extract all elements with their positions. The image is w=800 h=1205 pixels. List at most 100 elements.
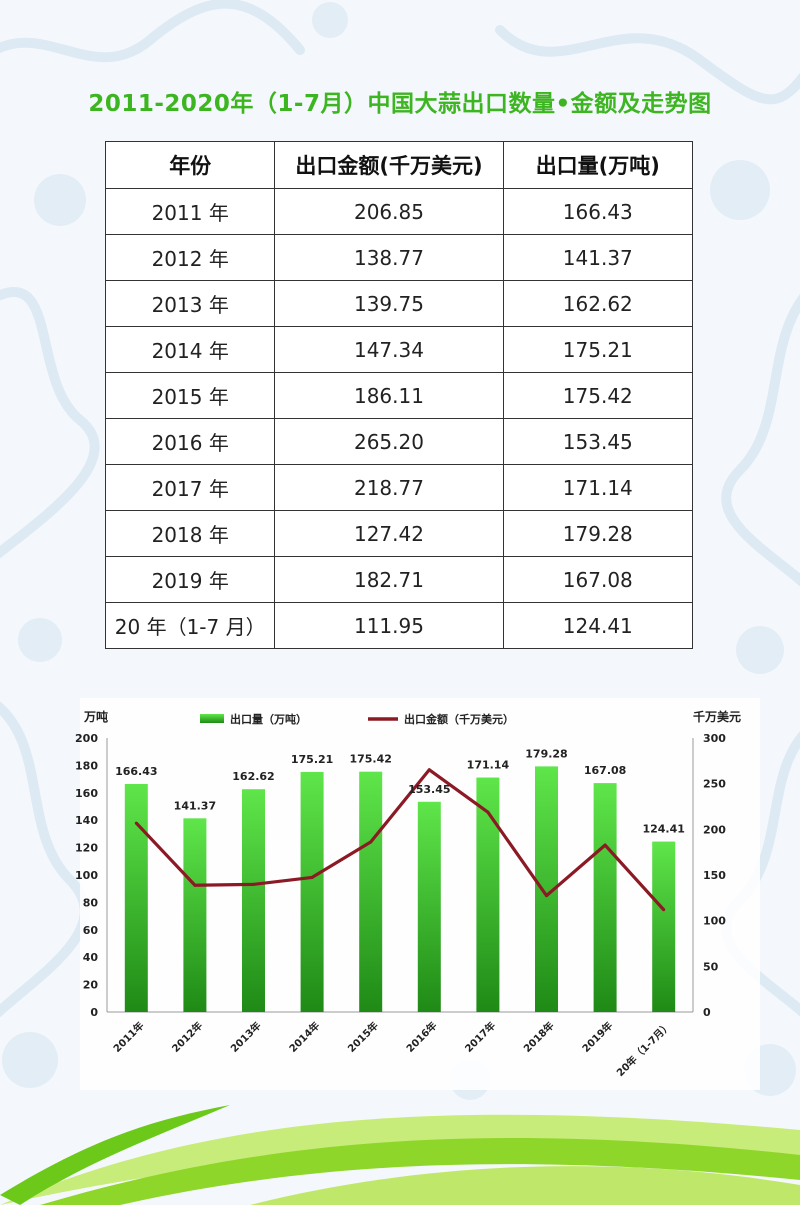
bar-data-label: 162.62 xyxy=(232,770,274,783)
table-row: 2011 年 206.85 166.43 xyxy=(104,188,694,235)
cell-year: 2016 年 xyxy=(104,418,276,465)
bar-data-label: 175.42 xyxy=(349,753,391,766)
table-row: 2012 年 138.77 141.37 xyxy=(104,234,694,281)
left-tick-label: 60 xyxy=(83,924,99,937)
cell-year: 2017 年 xyxy=(104,464,276,511)
bar xyxy=(535,766,558,1012)
line-point xyxy=(310,875,314,879)
left-tick-label: 200 xyxy=(75,732,98,745)
bar xyxy=(242,789,265,1012)
cell-amount: 265.20 xyxy=(274,418,504,465)
table-row: 2018 年 127.42 179.28 xyxy=(104,510,694,557)
cell-volume: 175.21 xyxy=(502,326,694,373)
export-amount-line xyxy=(135,768,665,911)
line-point xyxy=(134,821,138,825)
bar-data-label: 171.14 xyxy=(467,759,510,772)
line-point xyxy=(486,810,490,814)
cell-amount: 186.11 xyxy=(274,372,504,419)
bar xyxy=(476,777,500,1012)
cell-amount: 206.85 xyxy=(274,188,504,235)
right-tick-label: 0 xyxy=(703,1006,711,1019)
bar xyxy=(183,818,207,1012)
left-tick-label: 80 xyxy=(83,896,99,909)
bar-data-label: 124.41 xyxy=(642,823,684,836)
cell-year: 2011 年 xyxy=(104,188,276,235)
header-export-volume: 出口量(万吨) xyxy=(502,141,694,189)
line-point xyxy=(603,843,607,847)
cell-amount: 139.75 xyxy=(274,280,504,327)
cell-volume: 162.62 xyxy=(502,280,694,327)
left-tick-label: 120 xyxy=(75,842,98,855)
table-row: 2019 年 182.71 167.08 xyxy=(104,556,694,603)
bar-data-label: 141.37 xyxy=(174,799,216,812)
legend-bar-swatch xyxy=(200,714,224,723)
left-tick-label: 20 xyxy=(83,979,99,992)
cell-volume: 124.41 xyxy=(502,602,694,649)
cell-year: 20 年（1-7 月） xyxy=(104,602,276,649)
combo-chart: 0 20 40 60 80 100 120 140 160 180 200 0 50 100 150 200 2… xyxy=(75,698,760,1090)
cell-volume: 179.28 xyxy=(502,510,694,557)
bar-data-label: 179.28 xyxy=(525,747,567,760)
cell-volume: 141.37 xyxy=(502,234,694,281)
cell-year: 2014 年 xyxy=(104,326,276,373)
left-tick-label: 100 xyxy=(75,869,98,882)
page-title: 2011-2020年（1-7月）中国大蒜出口数量•金额及走势图 xyxy=(88,91,712,117)
cell-amount: 127.42 xyxy=(274,510,504,557)
cell-year: 2012 年 xyxy=(104,234,276,281)
bar-data-label: 166.43 xyxy=(115,765,157,778)
bar-data-label: 153.45 xyxy=(408,783,450,796)
bar-data-label: 175.21 xyxy=(291,753,333,766)
bar-data-label: 167.08 xyxy=(584,764,626,777)
cell-year: 2018 年 xyxy=(104,510,276,557)
left-tick-label: 40 xyxy=(83,951,99,964)
bar xyxy=(593,783,617,1012)
table-row: 2015 年 186.11 175.42 xyxy=(104,372,694,419)
data-table: 年份 出口金额(千万美元) 出口量(万吨) 2011 年 206.85 166.43… xyxy=(104,141,694,649)
right-tick-label: 50 xyxy=(703,960,719,973)
left-tick-label: 180 xyxy=(75,759,98,772)
right-tick-label: 150 xyxy=(703,869,726,882)
cell-amount: 218.77 xyxy=(274,464,504,511)
table-header-row: 年份 出口金额(千万美元) 出口量(万吨) xyxy=(104,141,694,189)
table-row: 2016 年 265.20 153.45 xyxy=(104,418,694,465)
bar xyxy=(417,801,441,1012)
table-row: 20 年（1-7 月） 111.95 124.41 xyxy=(104,602,694,649)
line-point xyxy=(193,883,197,887)
legend-line-label: 出口金额（千万美元） xyxy=(404,712,514,726)
right-tick-label: 300 xyxy=(703,732,726,745)
legend-bar-label: 出口量（万吨） xyxy=(230,712,307,726)
bar xyxy=(300,771,324,1012)
cell-volume: 167.08 xyxy=(502,556,694,603)
header-year: 年份 xyxy=(104,141,276,189)
table-row: 2014 年 147.34 175.21 xyxy=(104,326,694,373)
decorative-swoosh xyxy=(0,1105,800,1205)
bar xyxy=(124,783,148,1012)
cell-year: 2013 年 xyxy=(104,280,276,327)
right-tick-label: 250 xyxy=(703,778,726,791)
cell-amount: 147.34 xyxy=(274,326,504,373)
left-tick-label: 160 xyxy=(75,787,98,800)
cell-year: 2019 年 xyxy=(104,556,276,603)
cell-volume: 171.14 xyxy=(502,464,694,511)
right-axis-title: 千万美元 xyxy=(693,709,741,724)
cell-amount: 138.77 xyxy=(274,234,504,281)
header-export-amount: 出口金额(千万美元) xyxy=(274,141,504,189)
line-point xyxy=(427,768,431,772)
cell-volume: 175.42 xyxy=(502,372,694,419)
cell-volume: 166.43 xyxy=(502,188,694,235)
left-tick-label: 0 xyxy=(90,1006,98,1019)
table-row: 2013 年 139.75 162.62 xyxy=(104,280,694,327)
cell-amount: 182.71 xyxy=(274,556,504,603)
line-point xyxy=(252,882,255,886)
line-point xyxy=(545,894,548,898)
cell-year: 2015 年 xyxy=(104,372,276,419)
table-row: 2017 年 218.77 171.14 xyxy=(104,464,694,511)
line-point xyxy=(662,908,666,912)
line-point xyxy=(369,840,373,844)
cell-amount: 111.95 xyxy=(274,602,504,649)
left-axis-title: 万吨 xyxy=(83,709,108,724)
left-tick-label: 140 xyxy=(75,814,98,827)
bar xyxy=(359,771,383,1012)
cell-volume: 153.45 xyxy=(502,418,694,465)
bar xyxy=(652,841,676,1012)
